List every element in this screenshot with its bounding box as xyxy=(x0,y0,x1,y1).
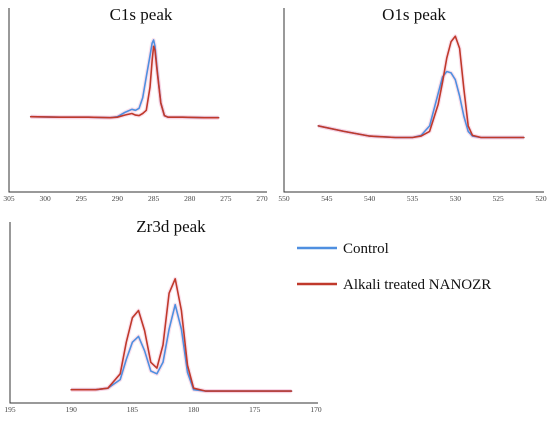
legend-label-control: Control xyxy=(343,241,389,257)
c1s-panel: C1s peak 305 300 295 290 285 280 275 270 xyxy=(3,5,268,203)
zr3d-x-tick-label: 170 xyxy=(310,405,322,414)
o1s-x-tick-label: 540 xyxy=(364,194,376,203)
zr3d-x-tick-label: 185 xyxy=(127,405,139,414)
c1s-x-tick-label: 300 xyxy=(40,194,52,203)
c1s-x-tick-label: 280 xyxy=(184,194,196,203)
o1s-panel: O1s peak 550 545 540 535 530 525 520 xyxy=(278,5,547,203)
c1s-treated-halo xyxy=(30,44,219,120)
c1s-series xyxy=(29,38,220,120)
o1s-x-tick-label: 520 xyxy=(535,194,547,203)
o1s-x-tick-label: 530 xyxy=(450,194,462,203)
o1s-control-line xyxy=(317,70,525,139)
zr3d-x-tick-label: 190 xyxy=(66,405,78,414)
c1s-x-tick-label: 285 xyxy=(148,194,160,203)
c1s-tick-labels: 305 300 295 290 285 280 275 270 xyxy=(3,194,268,203)
zr3d-title: Zr3d peak xyxy=(136,217,206,236)
o1s-axes xyxy=(283,8,544,193)
zr3d-axes xyxy=(9,222,318,404)
legend-label-treated: Alkali treated NANOZR xyxy=(343,277,491,293)
c1s-x-tick-label: 305 xyxy=(3,194,15,203)
c1s-x-tick-label: 290 xyxy=(112,194,124,203)
c1s-treated-line xyxy=(29,45,220,119)
c1s-axes xyxy=(8,8,267,193)
o1s-x-tick-label: 550 xyxy=(278,194,290,203)
zr3d-x-tick-label: 180 xyxy=(188,405,200,414)
legend: Control Alkali treated NANOZR xyxy=(297,241,491,293)
o1s-series xyxy=(317,34,525,140)
zr3d-x-tick-label: 195 xyxy=(4,405,16,414)
o1s-x-tick-label: 535 xyxy=(407,194,419,203)
zr3d-series xyxy=(70,276,293,394)
o1s-treated-halo xyxy=(317,34,524,140)
o1s-x-tick-label: 545 xyxy=(321,194,333,203)
o1s-tick-labels: 550 545 540 535 530 525 520 xyxy=(278,194,547,203)
zr3d-treated-line xyxy=(70,278,293,392)
c1s-x-tick-label: 275 xyxy=(220,194,232,203)
c1s-control-halo xyxy=(30,38,219,120)
o1s-title: O1s peak xyxy=(382,5,446,24)
o1s-x-tick-label: 525 xyxy=(493,194,505,203)
o1s-treated-line xyxy=(317,35,525,139)
o1s-control-halo xyxy=(317,69,524,140)
zr3d-tick-labels: 195 190 185 180 175 170 xyxy=(4,405,322,414)
zr3d-panel: Zr3d peak 195 190 185 180 175 170 xyxy=(4,217,322,414)
c1s-control-line xyxy=(29,39,220,119)
zr3d-control-line xyxy=(70,303,293,392)
zr3d-x-tick-label: 175 xyxy=(249,405,261,414)
c1s-x-tick-label: 295 xyxy=(76,194,88,203)
c1s-x-tick-label: 270 xyxy=(256,194,268,203)
c1s-title: C1s peak xyxy=(110,5,173,24)
